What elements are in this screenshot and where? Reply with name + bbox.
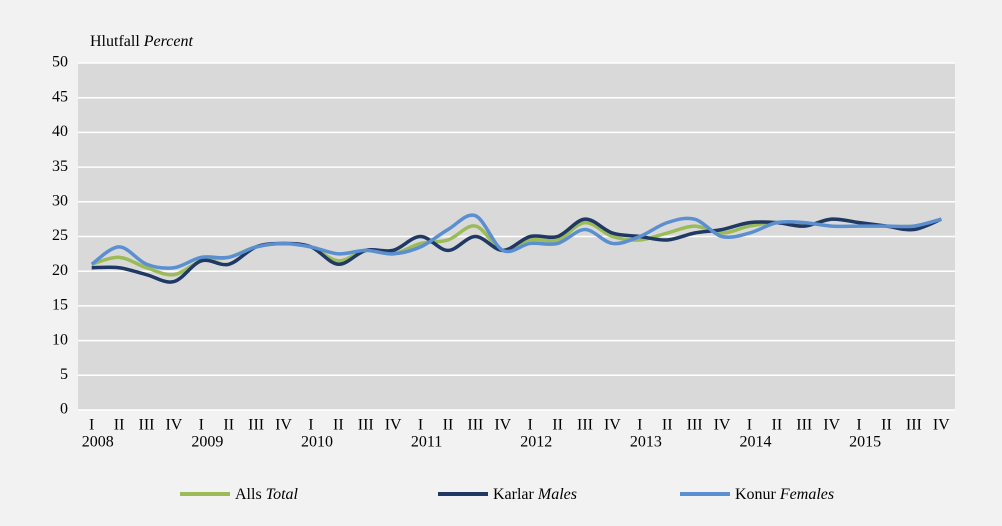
y-tick-label: 10	[52, 331, 68, 348]
x-tick-label: III	[358, 417, 374, 434]
y-tick-label: 50	[52, 54, 68, 71]
x-year-label: 2011	[411, 434, 442, 451]
y-tick-label: 25	[52, 227, 68, 244]
y-tick-label: 30	[52, 192, 68, 209]
axis-title-en: Percent	[143, 33, 194, 50]
x-tick-label: I	[418, 417, 423, 434]
legend-name-en: Total	[266, 486, 299, 503]
x-tick-label: I	[199, 417, 204, 434]
x-tick-label: III	[906, 417, 922, 434]
x-tick-label: II	[223, 417, 234, 434]
x-tick-label: III	[139, 417, 155, 434]
x-year-label: 2008	[82, 434, 114, 451]
legend-name-en: Males	[537, 486, 577, 503]
x-tick-label: I	[856, 417, 861, 434]
x-tick-label: II	[333, 417, 344, 434]
y-tick-label: 0	[60, 401, 68, 418]
x-tick-label: IV	[385, 417, 402, 434]
x-year-label: 2012	[520, 434, 552, 451]
x-tick-label: IV	[494, 417, 511, 434]
x-tick-label: III	[248, 417, 264, 434]
x-tick-label: IV	[165, 417, 182, 434]
axis-title: Hlutfall Percent	[90, 33, 193, 50]
series-line	[91, 217, 942, 284]
legend-name: Alls	[235, 486, 262, 503]
x-tick-label: I	[89, 417, 94, 434]
legend-entry: Konur Females	[735, 486, 834, 503]
series-line	[90, 213, 942, 270]
y-tick-label: 15	[52, 297, 68, 314]
legend-name: Konur	[735, 486, 777, 503]
y-tick-label: 20	[52, 262, 68, 279]
x-tick-label: III	[577, 417, 593, 434]
x-tick-label: II	[662, 417, 673, 434]
x-year-label: 2015	[849, 434, 881, 451]
x-tick-label: II	[443, 417, 454, 434]
x-year-label: 2009	[191, 434, 223, 451]
x-tick-label: II	[772, 417, 783, 434]
x-tick-label: II	[114, 417, 125, 434]
x-tick-label: IV	[823, 417, 840, 434]
x-tick-label: I	[637, 417, 642, 434]
y-tick-label: 5	[60, 366, 68, 383]
y-tick-label: 45	[52, 88, 68, 105]
x-year-label: 2010	[301, 434, 333, 451]
x-tick-label: IV	[933, 417, 950, 434]
x-year-label: 2014	[739, 434, 771, 451]
x-year-label: 2013	[630, 434, 662, 451]
legend-name: Karlar	[493, 486, 535, 503]
x-tick-label: III	[467, 417, 483, 434]
x-tick-label: IV	[714, 417, 731, 434]
x-tick-label: II	[881, 417, 892, 434]
axis-title-is: Hlutfall	[90, 33, 140, 50]
x-tick-label: III	[687, 417, 703, 434]
x-tick-label: I	[308, 417, 313, 434]
x-tick-label: IV	[604, 417, 621, 434]
legend-entry: Alls Total	[235, 486, 299, 503]
legend-name-en: Females	[779, 486, 834, 503]
x-tick-label: III	[796, 417, 812, 434]
legend-entry: Karlar Males	[493, 486, 577, 503]
x-tick-label: II	[552, 417, 563, 434]
y-tick-label: 35	[52, 158, 68, 175]
x-tick-label: I	[528, 417, 533, 434]
y-tick-label: 40	[52, 123, 68, 140]
x-tick-label: IV	[275, 417, 292, 434]
x-tick-label: I	[747, 417, 752, 434]
